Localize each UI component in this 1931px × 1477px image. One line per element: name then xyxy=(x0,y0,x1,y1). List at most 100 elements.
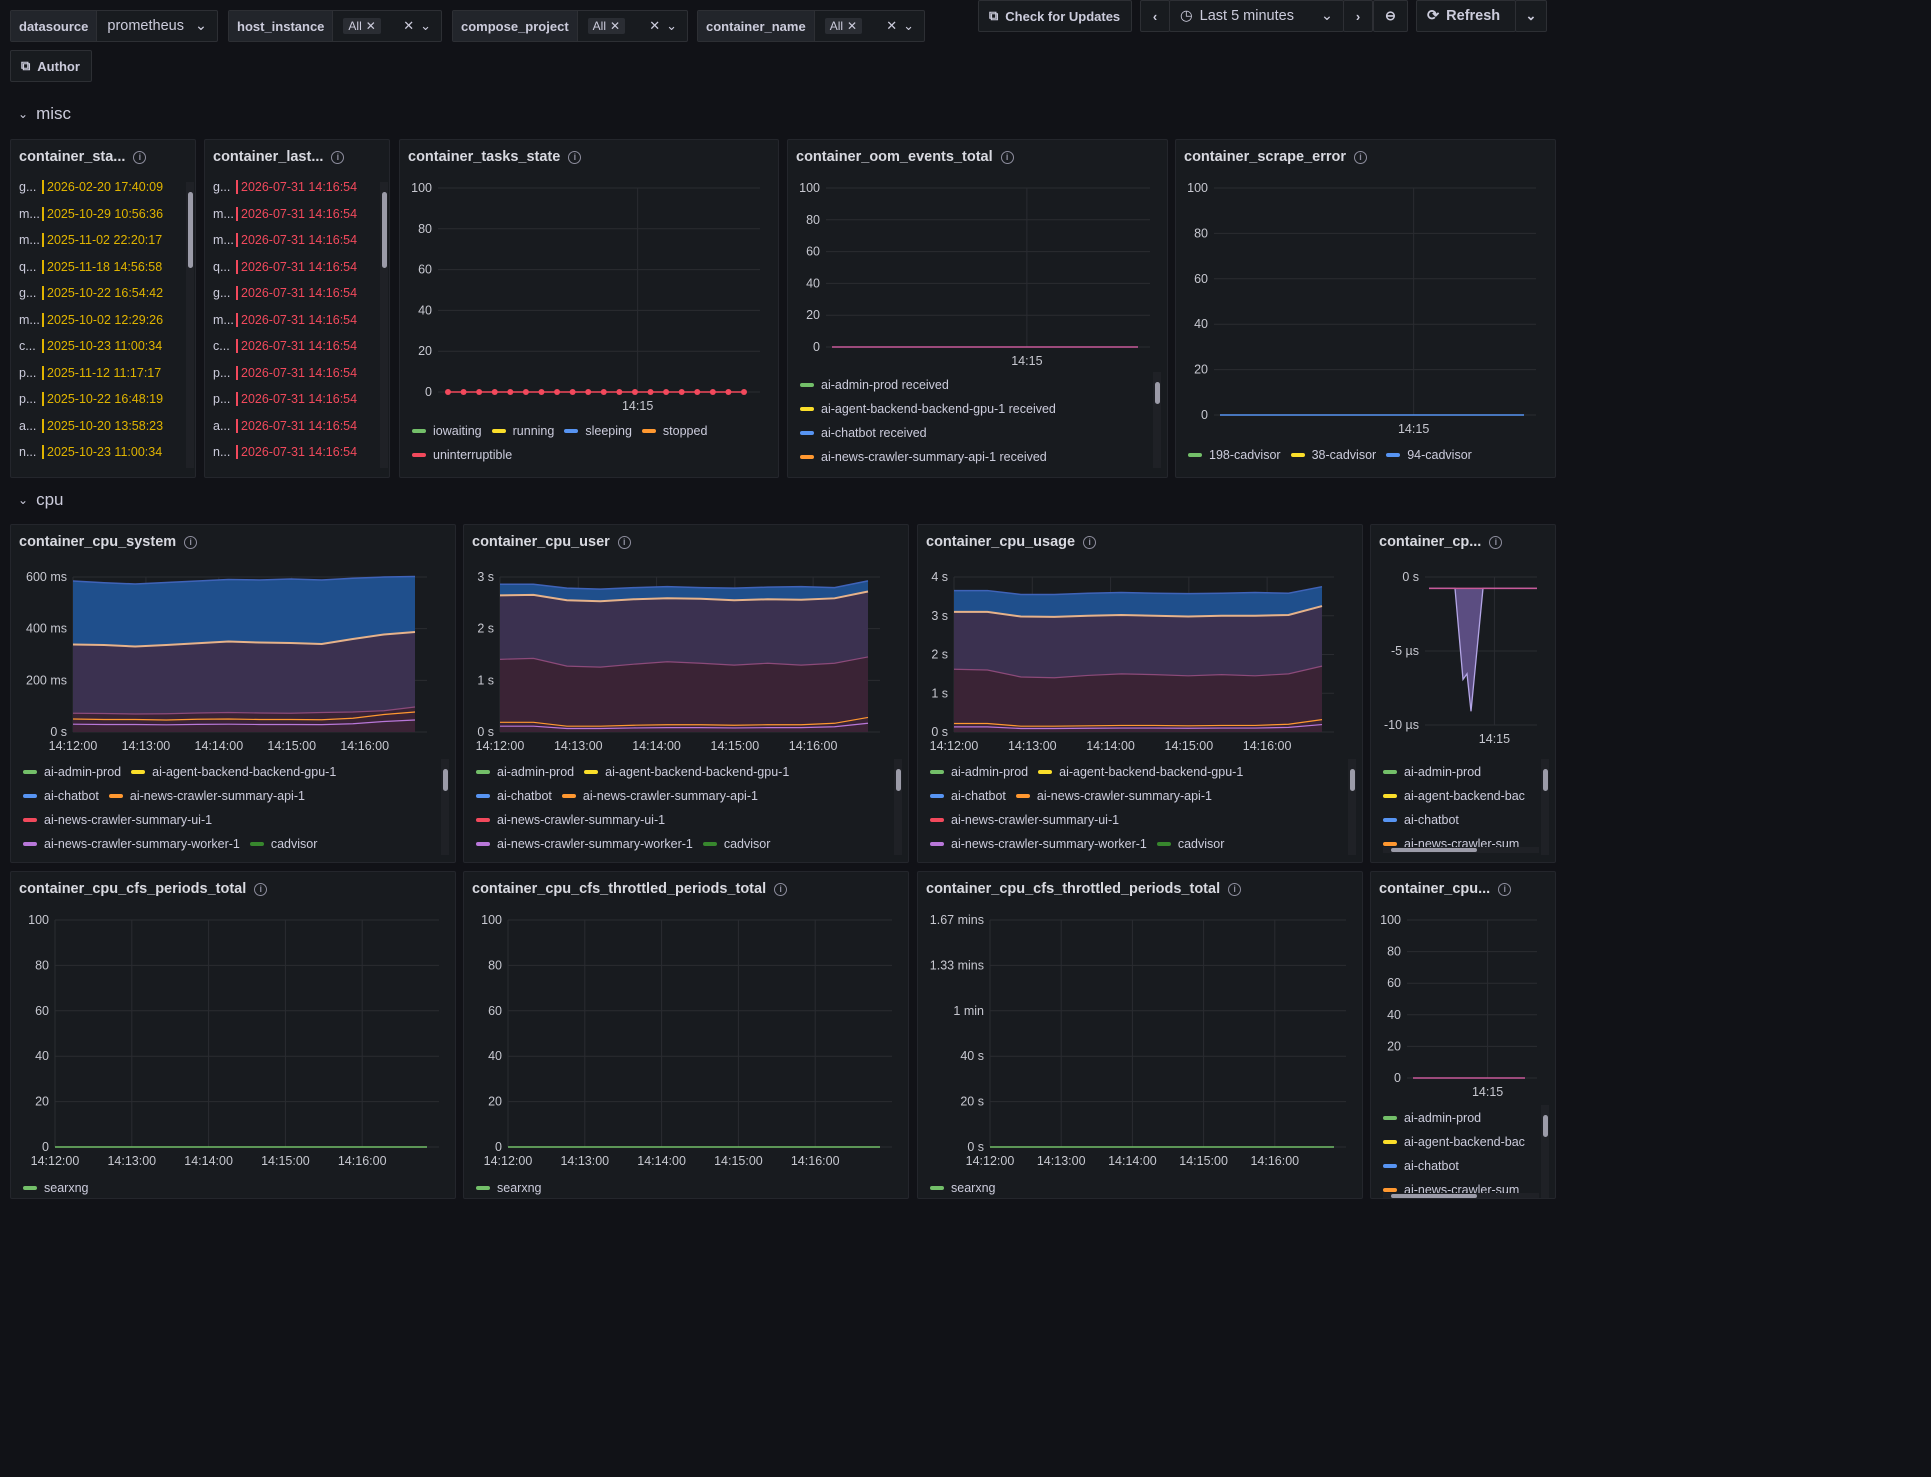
chart-svg[interactable]: 600 ms 400 ms 200 ms 0 s14:12:00 14:13:00 14:… xyxy=(11,525,456,863)
chart-svg[interactable]: 100 80 60 40 20 0 14:15 xyxy=(788,140,1168,478)
legend-item[interactable]: iowaiting xyxy=(412,422,482,440)
clear-icon[interactable]: ✕ xyxy=(649,18,661,33)
row-cpu[interactable]: ⌄ cpu xyxy=(18,490,63,510)
clear-icon[interactable]: ✕ xyxy=(403,18,415,33)
legend-item[interactable]: 94-cadvisor xyxy=(1386,446,1472,464)
legend-item[interactable]: ai-news-crawler-summary-ui-1 xyxy=(23,811,212,829)
info-icon[interactable]: i xyxy=(1489,535,1503,549)
legend-item[interactable]: ai-admin-prod xyxy=(23,763,121,781)
info-icon[interactable]: i xyxy=(254,882,268,896)
legend-item[interactable]: ai-admin-prod xyxy=(930,763,1028,781)
legend-item[interactable]: ai-admin-prod xyxy=(1383,763,1543,781)
legend-scrollbar[interactable] xyxy=(1348,759,1356,855)
scrollbar[interactable] xyxy=(186,182,194,468)
legend-item[interactable]: ai-news-crawler-summary-worker-1 xyxy=(930,835,1147,853)
legend-item[interactable]: ai-news-crawler-summary-ui-1 xyxy=(930,811,1119,829)
chart-svg[interactable]: 100 80 60 40 20 0 14:15 xyxy=(1176,140,1556,478)
scrollbar-thumb[interactable] xyxy=(1391,848,1477,852)
legend-item[interactable]: running xyxy=(491,422,554,440)
container-name-picker[interactable]: container_name All ✕ ✕ ⌄ xyxy=(697,10,925,42)
panel-tasks[interactable]: container_tasks_state i 100 80 60 40 20 0 14:15 i… xyxy=(399,139,779,478)
info-icon[interactable]: i xyxy=(617,535,631,549)
panel-cpx[interactable]: container_cp... i 0 s -5 µs -10 µs 14:15 ai-ad… xyxy=(1370,524,1556,863)
legend-item[interactable]: ai-chatbot xyxy=(930,787,1006,805)
panel-container-start-time[interactable]: container_sta... i g... 2026-02-20 17:40:0… xyxy=(10,139,196,478)
legend-item[interactable]: uninterruptible xyxy=(412,446,512,464)
scrollbar-thumb[interactable] xyxy=(1350,769,1355,791)
compose-project-picker[interactable]: compose_project All ✕ ✕ ⌄ xyxy=(452,10,688,42)
scrollbar-thumb[interactable] xyxy=(1543,1115,1548,1137)
compose-project-chip[interactable]: All ✕ xyxy=(587,18,626,34)
legend-item[interactable]: ai-news-crawler-summary-api-1 xyxy=(108,787,305,805)
scrollbar-thumb[interactable] xyxy=(1155,382,1160,404)
chart-svg[interactable]: 3 s 2 s 1 s 0 s14:12:00 14:13:00 14:14:00 14:1… xyxy=(464,525,909,863)
author-link-button[interactable]: ⧉ Author xyxy=(10,50,92,82)
legend-item[interactable]: ai-chatbot xyxy=(1383,1157,1543,1175)
legend-item[interactable]: ai-agent-backend-bac xyxy=(1383,787,1543,805)
legend-scrollbar[interactable] xyxy=(1541,759,1549,855)
chevron-down-icon[interactable]: ⌄ xyxy=(194,18,207,34)
info-icon[interactable]: i xyxy=(331,150,345,164)
info-icon[interactable]: i xyxy=(774,882,788,896)
info-icon[interactable]: i xyxy=(1000,150,1014,164)
host-instance-picker[interactable]: host_instance All ✕ ✕ ⌄ xyxy=(228,10,442,42)
refresh-button[interactable]: ⟳ Refresh xyxy=(1416,0,1516,32)
legend-item[interactable]: cadvisor xyxy=(702,835,770,853)
legend-item[interactable]: ai-admin-prod received xyxy=(800,376,1150,394)
legend-item[interactable]: ai-news-crawler-summary-api-1 received xyxy=(800,448,1150,466)
chart-svg[interactable]: 0 s -5 µs -10 µs 14:15 xyxy=(1371,525,1556,863)
chip-remove-icon[interactable]: ✕ xyxy=(847,19,858,33)
row-misc[interactable]: ⌄ misc xyxy=(18,104,71,124)
chart-svg[interactable]: 1.67 mins 1.33 mins 1 min 40 s 20 s 0 s14:12:… xyxy=(918,872,1363,1199)
refresh-interval-button[interactable]: ⌄ xyxy=(1515,0,1547,32)
panel-user[interactable]: container_cpu_user i 3 s 2 s 1 s 0 s 14:12:00 1… xyxy=(463,524,909,863)
legend-item[interactable]: stopped xyxy=(641,422,707,440)
chart-svg[interactable]: 100 80 60 40 20 0 14:15 xyxy=(1371,872,1556,1199)
legend-item[interactable]: ai-agent-backend-backend-gpu-1 received xyxy=(800,400,1150,418)
info-icon[interactable]: i xyxy=(1354,150,1367,164)
legend-item[interactable]: ai-agent-backend-bac xyxy=(1383,1133,1543,1151)
panel-usage[interactable]: container_cpu_usage i 4 s 3 s 2 s 1 s 0 s 14:12… xyxy=(917,524,1363,863)
scrollbar-thumb[interactable] xyxy=(896,769,901,791)
legend-item[interactable]: ai-news-crawler-summary-worker-1 xyxy=(23,835,240,853)
panel-sys[interactable]: container_cpu_system i 600 ms 400 ms 200 ms 0… xyxy=(10,524,456,863)
chip-remove-icon[interactable]: ✕ xyxy=(365,19,376,33)
time-back-button[interactable]: ‹ xyxy=(1140,0,1170,32)
legend-item[interactable]: 198-cadvisor xyxy=(1188,446,1281,464)
legend-scrollbar[interactable] xyxy=(1153,372,1161,468)
info-icon[interactable]: i xyxy=(1228,882,1242,896)
legend-item[interactable]: ai-agent-backend-backend-gpu-1 xyxy=(1038,763,1243,781)
panel-oom[interactable]: container_oom_events_total i 100 80 60 40 20 0 1… xyxy=(787,139,1168,478)
legend-item[interactable]: ai-admin-prod xyxy=(1383,1109,1543,1127)
panel-container-last-seen[interactable]: container_last... i g... 2026-07-31 14:16:… xyxy=(204,139,390,478)
clear-icon[interactable]: ✕ xyxy=(886,18,898,33)
legend-item[interactable]: ai-admin-prod xyxy=(476,763,574,781)
chevron-down-icon[interactable]: ⌄ xyxy=(903,18,914,33)
legend-item[interactable]: ai-news-crawler-summary-worker-1 xyxy=(476,835,693,853)
time-range-picker[interactable]: ◷ Last 5 minutes ⌄ xyxy=(1169,0,1344,32)
chart-svg[interactable]: 4 s 3 s 2 s 1 s 0 s14:12:00 14:13:00 14:14:00 1… xyxy=(918,525,1363,863)
legend-item[interactable]: ai-agent-backend-backend-gpu-1 xyxy=(584,763,789,781)
info-icon[interactable]: i xyxy=(568,150,582,164)
legend-item[interactable]: ai-news-crawler-summary-ui-1 xyxy=(476,811,665,829)
legend-scrollbar[interactable] xyxy=(894,759,902,855)
legend-item[interactable]: ai-news-crawler-summary-api-1 xyxy=(561,787,758,805)
info-icon[interactable]: i xyxy=(184,535,198,549)
legend-item[interactable]: 38-cadvisor xyxy=(1290,446,1376,464)
panel-scrape[interactable]: container_scrape_error i 100 80 60 40 20 0 14:15… xyxy=(1175,139,1556,478)
chart-svg[interactable]: 100 80 60 40 20 014:12:00 14:13:00 14:14:00 14:1… xyxy=(11,872,456,1199)
chevron-down-icon[interactable]: ⌄ xyxy=(666,18,677,33)
legend-item[interactable]: cadvisor xyxy=(249,835,317,853)
host-instance-chip[interactable]: All ✕ xyxy=(343,18,381,34)
panel-thr2[interactable]: container_cpu_cfs_throttled_periods_tota… xyxy=(917,871,1363,1199)
scrollbar[interactable] xyxy=(380,182,388,468)
legend-item[interactable]: ai-chatbot received xyxy=(800,424,1150,442)
legend-item[interactable]: searxng xyxy=(476,1179,541,1197)
legend-item[interactable]: cadvisor xyxy=(1156,835,1224,853)
info-icon[interactable]: i xyxy=(1083,535,1097,549)
scrollbar-thumb[interactable] xyxy=(188,192,193,268)
chip-remove-icon[interactable]: ✕ xyxy=(610,19,621,33)
legend-item[interactable]: ai-chatbot xyxy=(1383,811,1543,829)
time-forward-button[interactable]: › xyxy=(1343,0,1373,32)
panel-cpu2[interactable]: container_cpu... i 100 80 60 40 20 0 14:15 ai-adm… xyxy=(1370,871,1556,1199)
